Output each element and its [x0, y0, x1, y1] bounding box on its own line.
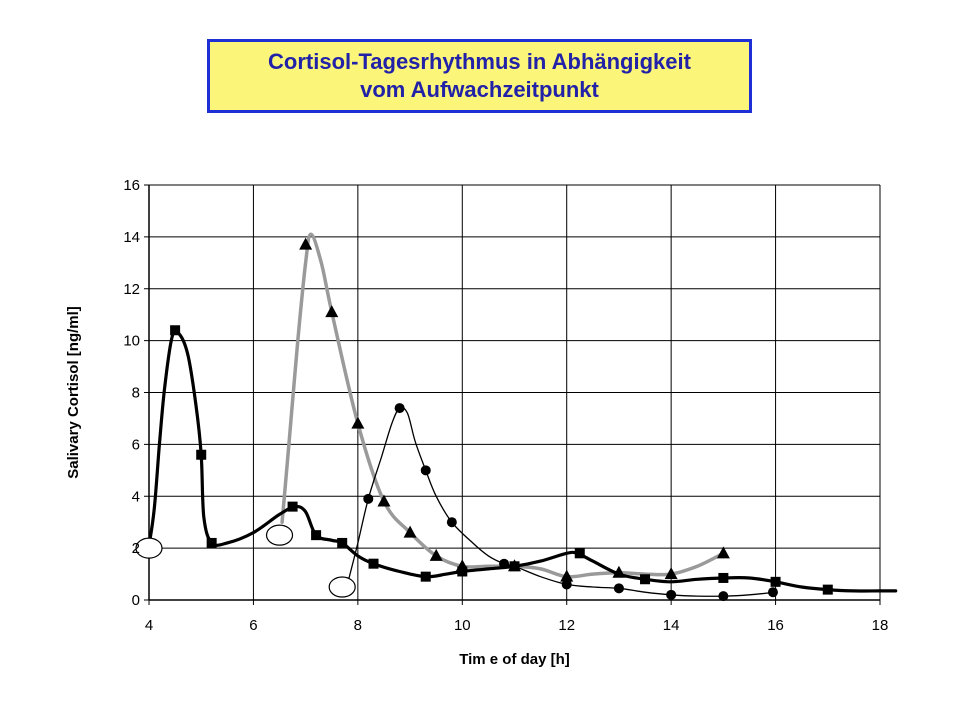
y-tick-label-6: 6	[132, 436, 140, 453]
tick-labels: 0 2 4 6 8 10 12 14 16 4 6 8 10 12 14 16 18	[123, 177, 888, 634]
square-marker-10	[574, 548, 585, 559]
square-marker-13	[770, 576, 781, 587]
circle-marker-2	[420, 465, 431, 476]
triangle-marker-1	[325, 305, 339, 318]
circle-marker-8	[718, 591, 729, 602]
triangle-marker-6	[455, 559, 469, 572]
circle-marker-4	[499, 558, 510, 569]
square-marker-3	[287, 501, 298, 512]
square-marker-6	[368, 558, 379, 569]
y-tick-label-12: 12	[123, 281, 140, 298]
square-marker-2	[206, 537, 217, 548]
square-marker-8	[457, 566, 468, 577]
square-marker-14	[822, 584, 833, 595]
triangle-marker-4	[403, 525, 417, 538]
wake-time-marker-2	[328, 576, 356, 598]
circle-marker-7	[666, 589, 677, 600]
square-marker-12	[718, 572, 729, 583]
y-tick-label-4: 4	[132, 488, 140, 505]
triangle-marker-0	[299, 237, 313, 250]
y-tick-label-10: 10	[123, 333, 140, 350]
x-tick-label-4: 4	[145, 617, 153, 634]
square-marker-5	[337, 537, 348, 548]
square-marker-0	[170, 325, 181, 336]
marker-layer	[135, 237, 833, 602]
triangle-marker-10	[664, 567, 678, 580]
series-line-circle	[346, 406, 777, 597]
circle-marker-0	[363, 493, 374, 504]
x-tick-label-16: 16	[767, 617, 784, 634]
square-marker-4	[311, 530, 322, 541]
x-axis-title: Tim e of day [h]	[459, 651, 570, 668]
x-tick-label-14: 14	[663, 617, 680, 634]
y-tick-label-2: 2	[132, 540, 140, 557]
x-tick-label-18: 18	[872, 617, 889, 634]
triangle-marker-3	[377, 494, 391, 507]
triangle-marker-9	[612, 565, 626, 578]
y-tick-label-14: 14	[123, 229, 140, 246]
axes	[144, 184, 881, 605]
series-line-square	[147, 329, 898, 593]
wake-time-marker-0	[135, 537, 163, 559]
chart-title-line-2: vom Aufwachzeitpunkt	[360, 77, 599, 102]
grid-lines	[149, 184, 881, 600]
x-tick-label-8: 8	[354, 617, 362, 634]
series-line-triangle	[280, 232, 726, 579]
y-tick-label-0: 0	[132, 592, 140, 609]
circle-marker-1	[394, 403, 405, 414]
triangle-marker-8	[560, 569, 574, 582]
circle-marker-5	[561, 579, 572, 590]
triangle-marker-11	[716, 546, 730, 559]
x-tick-label-6: 6	[249, 617, 257, 634]
x-tick-label-12: 12	[558, 617, 575, 634]
y-tick-label-16: 16	[123, 177, 140, 194]
wake-time-marker-1	[265, 524, 294, 546]
chart-title-box: Cortisol-Tagesrhythmus in Abhängigkeit v…	[207, 39, 752, 113]
circle-marker-6	[613, 583, 624, 594]
square-marker-1	[196, 449, 207, 460]
square-marker-7	[420, 571, 431, 582]
y-axis-title: Salivary Cortisol [ng/ml]	[65, 306, 82, 479]
circle-marker-9	[767, 587, 778, 598]
circle-marker-3	[446, 517, 457, 528]
x-tick-label-10: 10	[454, 617, 471, 634]
triangle-marker-5	[429, 548, 443, 561]
y-tick-label-8: 8	[132, 385, 140, 402]
triangle-marker-2	[351, 416, 365, 429]
triangle-marker-7	[508, 559, 521, 572]
chart-title-line-1: Cortisol-Tagesrhythmus in Abhängigkeit	[268, 49, 691, 74]
square-marker-11	[640, 574, 651, 585]
